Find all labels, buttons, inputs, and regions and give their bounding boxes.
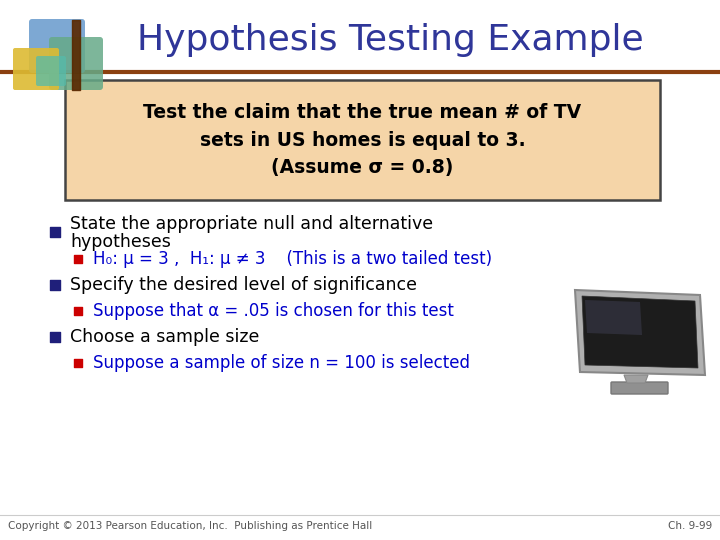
Polygon shape [585, 300, 642, 335]
Text: Specify the desired level of significance: Specify the desired level of significanc… [70, 276, 417, 294]
Text: Hypothesis Testing Example: Hypothesis Testing Example [137, 23, 643, 57]
Point [72, 255, 84, 264]
Polygon shape [582, 296, 698, 368]
Text: (Assume σ = 0.8): (Assume σ = 0.8) [271, 159, 454, 178]
Text: sets in US homes is equal to 3.: sets in US homes is equal to 3. [199, 131, 526, 150]
Text: H₀: μ = 3 ,  H₁: μ ≠ 3    (This is a two tailed test): H₀: μ = 3 , H₁: μ ≠ 3 (This is a two tai… [93, 250, 492, 268]
Text: State the appropriate null and alternative: State the appropriate null and alternati… [70, 215, 433, 233]
FancyBboxPatch shape [49, 37, 103, 90]
Point [49, 333, 60, 341]
FancyBboxPatch shape [36, 56, 66, 86]
FancyBboxPatch shape [65, 80, 660, 200]
Point [72, 359, 84, 367]
Point [49, 228, 60, 237]
Text: Suppose that α = .05 is chosen for this test: Suppose that α = .05 is chosen for this … [93, 302, 454, 320]
FancyBboxPatch shape [611, 382, 668, 394]
Point [49, 281, 60, 289]
Text: Suppose a sample of size n = 100 is selected: Suppose a sample of size n = 100 is sele… [93, 354, 470, 372]
Polygon shape [624, 375, 648, 383]
Text: Choose a sample size: Choose a sample size [70, 328, 259, 346]
Polygon shape [575, 290, 705, 375]
Text: hypotheses: hypotheses [70, 233, 171, 251]
FancyBboxPatch shape [13, 48, 59, 90]
FancyBboxPatch shape [29, 19, 85, 73]
Point [72, 307, 84, 315]
Text: Test the claim that the true mean # of TV: Test the claim that the true mean # of T… [143, 103, 582, 122]
Text: Ch. 9-99: Ch. 9-99 [667, 521, 712, 531]
Text: Copyright © 2013 Pearson Education, Inc.  Publishing as Prentice Hall: Copyright © 2013 Pearson Education, Inc.… [8, 521, 372, 531]
